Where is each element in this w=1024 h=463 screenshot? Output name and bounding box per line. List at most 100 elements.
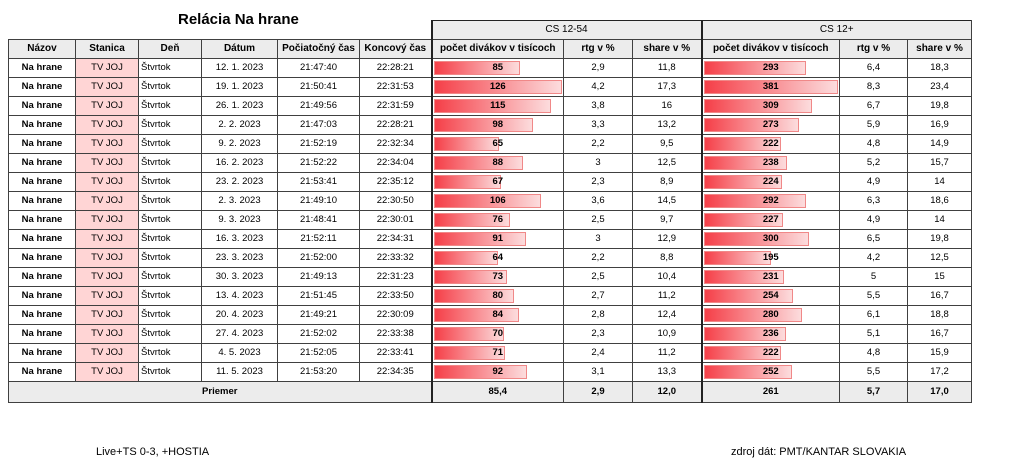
average-share-cs12plus: 17,0 bbox=[907, 380, 972, 403]
cell-share-cs1254: 13,3 bbox=[632, 361, 702, 382]
cell-rtg-cs12plus: 6,5 bbox=[839, 228, 908, 249]
viewers-bar bbox=[433, 364, 527, 379]
cell-share-cs1254: 8,8 bbox=[632, 247, 702, 268]
cell-start: 21:48:41 bbox=[277, 209, 360, 230]
cell-viewers-cs12plus: 273 bbox=[700, 114, 840, 135]
cell-datum: 16. 2. 2023 bbox=[201, 152, 278, 173]
average-share-cs1254: 12,0 bbox=[632, 380, 702, 403]
cell-viewers-cs1254: 71 bbox=[430, 342, 564, 363]
table-row: Na hrane TV JOJ Štvrtok 12. 1. 2023 21:47:40… bbox=[8, 57, 972, 78]
viewers-bar bbox=[703, 288, 793, 303]
cell-viewers-cs1254: 64 bbox=[430, 247, 564, 268]
cell-rtg-cs1254: 3,3 bbox=[563, 114, 633, 135]
cell-stanica: TV JOJ bbox=[75, 190, 139, 211]
cell-stanica: TV JOJ bbox=[75, 95, 139, 116]
report-title: Relácia Na hrane bbox=[178, 11, 299, 28]
viewers-bar bbox=[703, 136, 782, 151]
cell-den: Štvrtok bbox=[138, 95, 202, 116]
viewers-bar bbox=[703, 174, 782, 189]
cell-stanica: TV JOJ bbox=[75, 361, 139, 382]
cell-start: 21:52:05 bbox=[277, 342, 360, 363]
cell-viewers-cs1254: 70 bbox=[430, 323, 564, 344]
cell-rtg-cs12plus: 4,8 bbox=[839, 133, 908, 154]
viewers-value: 126 bbox=[489, 81, 506, 92]
cell-nazov: Na hrane bbox=[8, 114, 76, 135]
viewers-bar bbox=[703, 212, 783, 227]
cell-end: 22:30:01 bbox=[359, 209, 432, 230]
cell-rtg-cs1254: 2,5 bbox=[563, 209, 633, 230]
table-row: Na hrane TV JOJ Štvrtok 2. 3. 2023 21:49:10 2… bbox=[8, 190, 972, 211]
cell-rtg-cs12plus: 6,4 bbox=[839, 57, 908, 78]
viewers-bar bbox=[433, 98, 551, 113]
cell-end: 22:30:09 bbox=[359, 304, 432, 325]
cell-start: 21:52:11 bbox=[277, 228, 360, 249]
cell-stanica: TV JOJ bbox=[75, 266, 139, 287]
cell-rtg-cs1254: 3 bbox=[563, 152, 633, 173]
cell-rtg-cs12plus: 5,2 bbox=[839, 152, 908, 173]
cell-viewers-cs1254: 67 bbox=[430, 171, 564, 192]
cell-datum: 11. 5. 2023 bbox=[201, 361, 278, 382]
cell-datum: 2. 3. 2023 bbox=[201, 190, 278, 211]
cell-den: Štvrtok bbox=[138, 133, 202, 154]
cell-viewers-cs1254: 80 bbox=[430, 285, 564, 306]
viewers-value: 252 bbox=[762, 366, 779, 377]
viewers-value: 65 bbox=[492, 138, 504, 149]
cell-share-cs1254: 10,9 bbox=[632, 323, 702, 344]
cell-den: Štvrtok bbox=[138, 361, 202, 382]
cell-viewers-cs1254: 126 bbox=[430, 76, 564, 97]
cell-share-cs1254: 10,4 bbox=[632, 266, 702, 287]
cell-rtg-cs1254: 4,2 bbox=[563, 76, 633, 97]
viewers-value: 231 bbox=[762, 271, 779, 282]
header-share-cs12plus: share v % bbox=[907, 38, 972, 59]
cell-viewers-cs12plus: 254 bbox=[700, 285, 840, 306]
cell-share-cs12plus: 16,7 bbox=[907, 323, 972, 344]
viewers-value: 227 bbox=[762, 214, 779, 225]
viewers-bar bbox=[703, 193, 807, 208]
cell-viewers-cs1254: 84 bbox=[430, 304, 564, 325]
cell-datum: 9. 2. 2023 bbox=[201, 133, 278, 154]
header-nazov: Názov bbox=[8, 38, 76, 59]
table-row: Na hrane TV JOJ Štvrtok 26. 1. 2023 21:49:56… bbox=[8, 95, 972, 116]
cell-share-cs1254: 12,4 bbox=[632, 304, 702, 325]
average-rtg-cs12plus: 5,7 bbox=[839, 380, 908, 403]
cell-rtg-cs1254: 2,7 bbox=[563, 285, 633, 306]
cell-datum: 30. 3. 2023 bbox=[201, 266, 278, 287]
cell-start: 21:49:56 bbox=[277, 95, 360, 116]
cell-stanica: TV JOJ bbox=[75, 323, 139, 344]
cell-datum: 4. 5. 2023 bbox=[201, 342, 278, 363]
cell-share-cs1254: 12,5 bbox=[632, 152, 702, 173]
cell-start: 21:47:40 bbox=[277, 57, 360, 78]
cell-viewers-cs12plus: 224 bbox=[700, 171, 840, 192]
cell-den: Štvrtok bbox=[138, 152, 202, 173]
cell-stanica: TV JOJ bbox=[75, 133, 139, 154]
viewers-bar bbox=[433, 326, 504, 341]
cell-rtg-cs12plus: 4,9 bbox=[839, 209, 908, 230]
cell-rtg-cs1254: 2,3 bbox=[563, 323, 633, 344]
cell-rtg-cs1254: 3,1 bbox=[563, 361, 633, 382]
header-rtg-cs1254: rtg v % bbox=[563, 38, 633, 59]
viewers-bar bbox=[703, 60, 807, 75]
cell-nazov: Na hrane bbox=[8, 323, 76, 344]
cell-viewers-cs12plus: 222 bbox=[700, 133, 840, 154]
viewers-value: 280 bbox=[762, 309, 779, 320]
viewers-value: 381 bbox=[762, 81, 779, 92]
cell-rtg-cs12plus: 5,5 bbox=[839, 285, 908, 306]
cell-datum: 23. 3. 2023 bbox=[201, 247, 278, 268]
cell-viewers-cs12plus: 381 bbox=[700, 76, 840, 97]
cell-end: 22:34:31 bbox=[359, 228, 432, 249]
cell-rtg-cs1254: 3,6 bbox=[563, 190, 633, 211]
cell-rtg-cs1254: 2,9 bbox=[563, 57, 633, 78]
cell-rtg-cs1254: 2,2 bbox=[563, 247, 633, 268]
cell-den: Štvrtok bbox=[138, 304, 202, 325]
table-row: Na hrane TV JOJ Štvrtok 23. 2. 2023 21:53:41… bbox=[8, 171, 972, 192]
cell-start: 21:47:03 bbox=[277, 114, 360, 135]
cell-share-cs12plus: 14 bbox=[907, 209, 972, 230]
viewers-value: 91 bbox=[492, 233, 504, 244]
cell-stanica: TV JOJ bbox=[75, 247, 139, 268]
cell-stanica: TV JOJ bbox=[75, 57, 139, 78]
cell-rtg-cs1254: 3,8 bbox=[563, 95, 633, 116]
cell-end: 22:33:38 bbox=[359, 323, 432, 344]
cell-nazov: Na hrane bbox=[8, 190, 76, 211]
viewers-bar bbox=[703, 79, 838, 94]
cell-nazov: Na hrane bbox=[8, 342, 76, 363]
